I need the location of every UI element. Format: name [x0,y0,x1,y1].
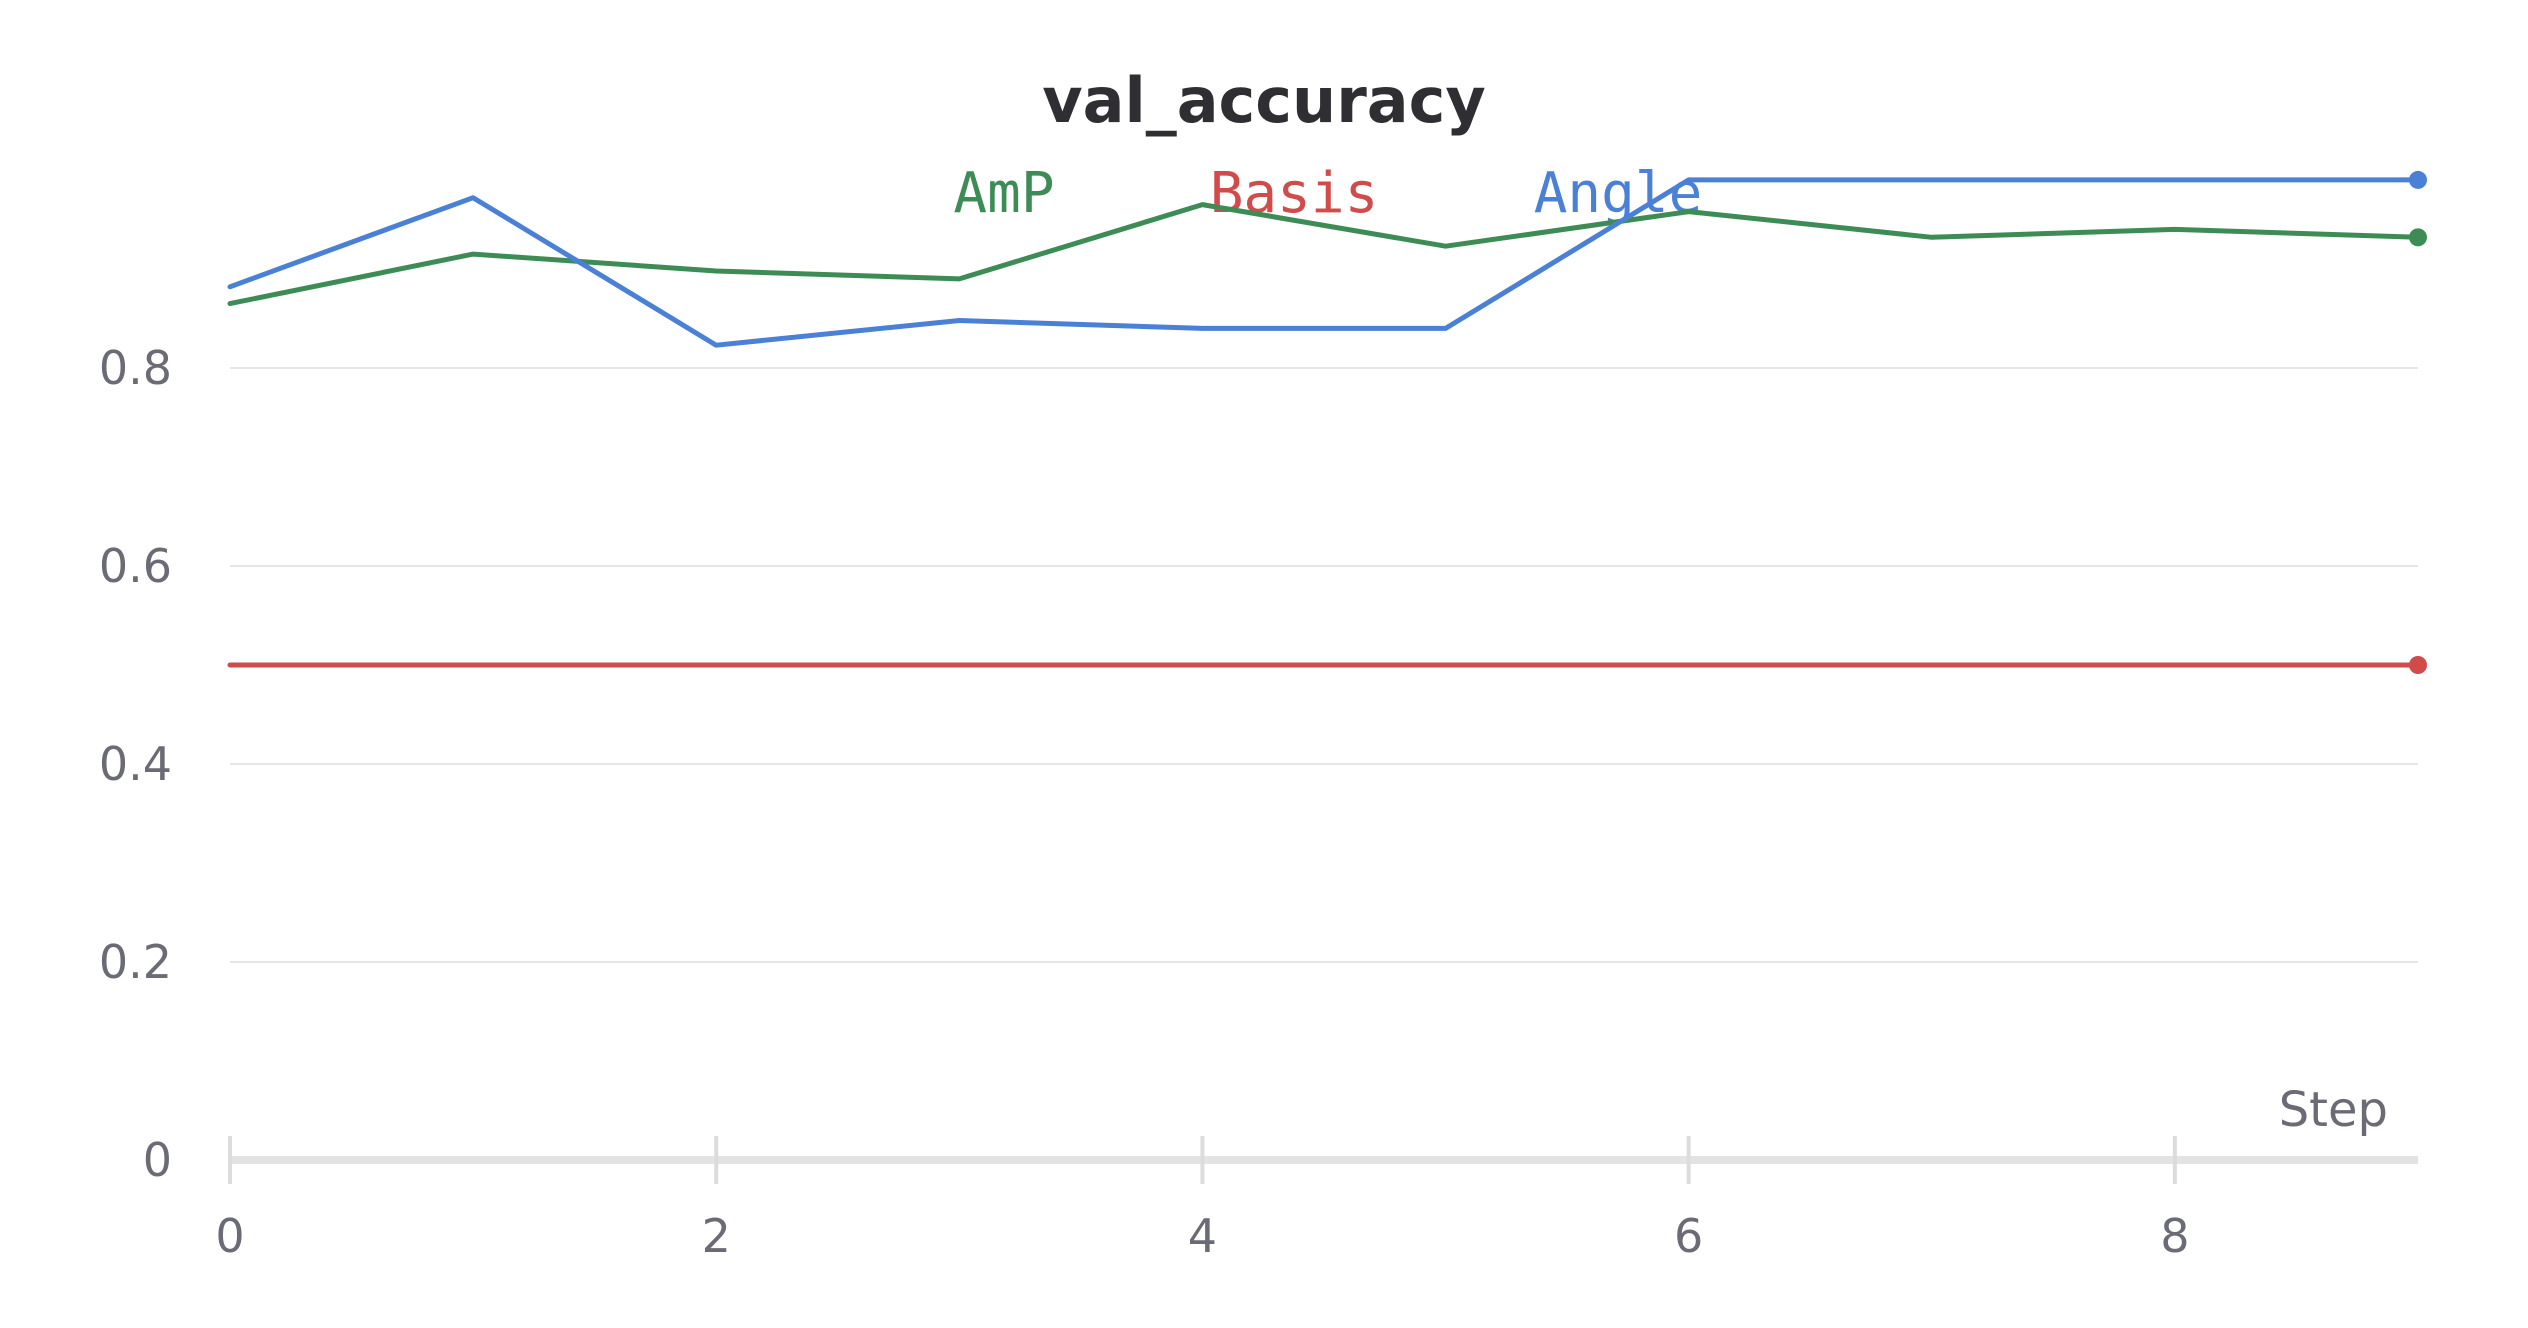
x-tick-label: 0 [215,1209,244,1263]
legend-item-angle: Angle [1534,161,1703,226]
y-axis-ticks: 0 0.2 0.4 0.6 0.8 [99,341,172,1187]
chart-title: val_accuracy [1042,64,1486,137]
legend: AmP Basis Angle [953,161,1702,226]
x-tick-label: 6 [1674,1209,1703,1263]
x-axis-label: Step [2279,1082,2388,1138]
x-tick-label: 8 [2160,1209,2189,1263]
legend-item-basis: Basis [1210,161,1379,226]
legend-item-amp: AmP [953,161,1054,226]
grid-lines [230,367,2418,963]
y-tick-label: 0.2 [99,935,172,989]
x-tick-label: 2 [702,1209,731,1263]
series-line-amp [227,202,2421,307]
series-lines [227,170,2427,674]
series-endpoint-amp [2409,228,2427,247]
series-line-angle [227,177,2421,348]
y-tick-label: 0.8 [99,341,172,395]
x-tick-label: 4 [1188,1209,1217,1263]
y-tick-label: 0.4 [99,737,172,791]
x-axis: 0 2 4 6 8 [215,1136,2418,1263]
y-tick-label: 0 [143,1133,172,1187]
y-tick-label: 0.6 [99,539,172,593]
series-endpoint-basis [2409,656,2427,674]
series-endpoint-angle [2409,170,2427,189]
